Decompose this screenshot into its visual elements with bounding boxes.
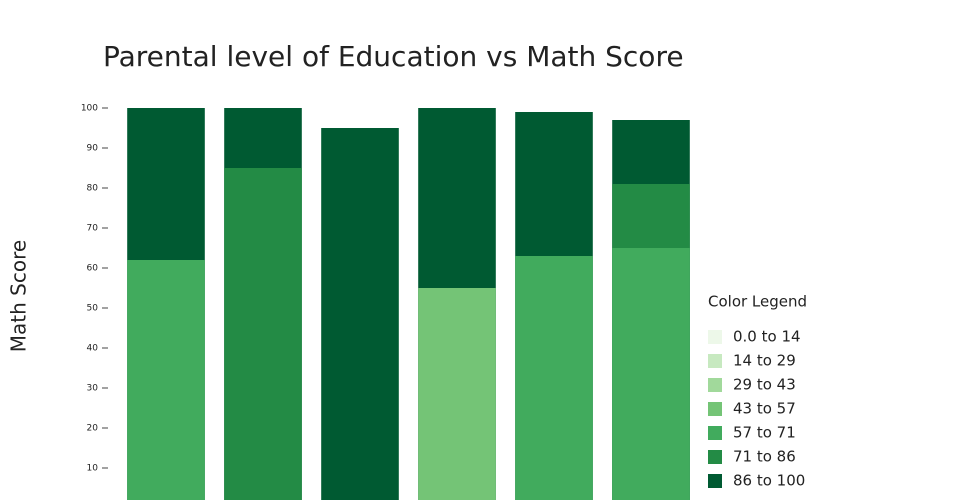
bar bbox=[224, 168, 302, 500]
legend-label: 14 to 29 bbox=[733, 352, 796, 370]
bar bbox=[418, 288, 496, 500]
legend-label: 43 to 57 bbox=[733, 400, 796, 418]
legend-swatch bbox=[708, 426, 722, 440]
bar bbox=[321, 128, 399, 500]
legend-label: 0.0 to 14 bbox=[733, 328, 801, 346]
legend-swatch bbox=[708, 450, 722, 464]
legend-label: 71 to 86 bbox=[733, 448, 796, 466]
legend-swatch bbox=[708, 474, 722, 488]
legend-label: 29 to 43 bbox=[733, 376, 796, 394]
y-tick-label: 10 bbox=[87, 464, 99, 474]
legend-label: 57 to 71 bbox=[733, 424, 796, 442]
legend-swatch bbox=[708, 354, 722, 368]
y-tick-label: 30 bbox=[87, 384, 99, 394]
y-tick-label: 90 bbox=[87, 144, 99, 154]
chart-title: Parental level of Education vs Math Scor… bbox=[103, 40, 684, 73]
y-axis-title: Math Score bbox=[7, 240, 31, 352]
bar bbox=[127, 260, 205, 500]
legend-swatch bbox=[708, 330, 722, 344]
y-tick-label: 80 bbox=[87, 184, 99, 194]
legend-label: 86 to 100 bbox=[733, 472, 805, 490]
y-tick-label: 40 bbox=[87, 344, 99, 354]
bar bbox=[515, 256, 593, 500]
legend-swatch bbox=[708, 402, 722, 416]
legend-swatch bbox=[708, 378, 722, 392]
y-tick-label: 20 bbox=[87, 424, 99, 434]
y-tick-label: 50 bbox=[87, 304, 99, 314]
y-tick-label: 60 bbox=[87, 264, 99, 274]
legend-title: Color Legend bbox=[708, 293, 807, 311]
bar bbox=[612, 248, 690, 500]
y-tick-label: 70 bbox=[87, 224, 99, 234]
y-tick-label: 100 bbox=[81, 104, 98, 114]
